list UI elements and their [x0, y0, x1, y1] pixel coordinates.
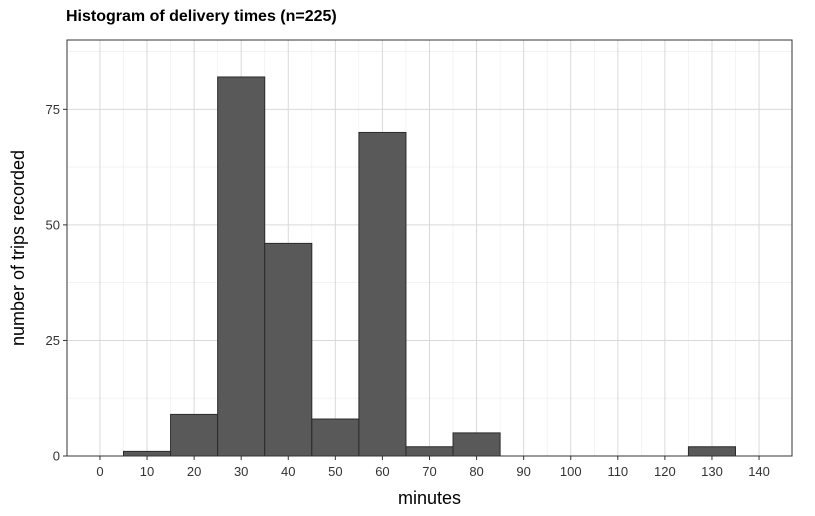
x-tick-label: 20	[187, 464, 201, 479]
y-tick-label: 75	[46, 102, 60, 117]
y-tick-label: 25	[46, 333, 60, 348]
histogram-bar	[311, 418, 360, 457]
x-tick-label: 40	[281, 464, 295, 479]
x-tick-label: 50	[328, 464, 342, 479]
histogram-bar	[358, 131, 407, 457]
y-tick-label: 50	[46, 217, 60, 232]
histogram-bar	[405, 446, 454, 457]
x-tick-label: 110	[607, 464, 628, 479]
x-tick-label: 130	[701, 464, 723, 479]
histogram-bar	[217, 76, 266, 457]
x-axis-ticks: 0 10 20 30 40 50 60 70 80 90 100 110 120 130 140	[96, 456, 770, 479]
chart-title: Histogram of delivery times (n=225)	[66, 8, 337, 25]
histogram-bar	[687, 446, 737, 457]
x-tick-label: 140	[748, 464, 770, 479]
x-axis-title: minutes	[398, 488, 461, 508]
histogram-bar	[452, 432, 501, 457]
x-tick-label: 60	[375, 464, 389, 479]
y-axis-ticks: 0 25 50 75	[46, 102, 67, 464]
y-axis-title: number of trips recorded	[8, 150, 28, 346]
x-tick-label: 70	[422, 464, 436, 479]
x-tick-label: 90	[516, 464, 530, 479]
major-gridlines	[67, 40, 792, 457]
histogram-bar	[170, 413, 219, 457]
x-tick-label: 30	[234, 464, 248, 479]
histogram-bar	[264, 242, 313, 457]
x-tick-label: 10	[140, 464, 154, 479]
x-tick-label: 80	[469, 464, 483, 479]
y-tick-label: 0	[53, 449, 60, 464]
x-tick-label: 100	[560, 464, 582, 479]
histogram-bar	[122, 450, 172, 457]
x-tick-label: 120	[654, 464, 676, 479]
histogram-bars	[122, 76, 737, 457]
x-tick-label: 0	[96, 464, 103, 479]
